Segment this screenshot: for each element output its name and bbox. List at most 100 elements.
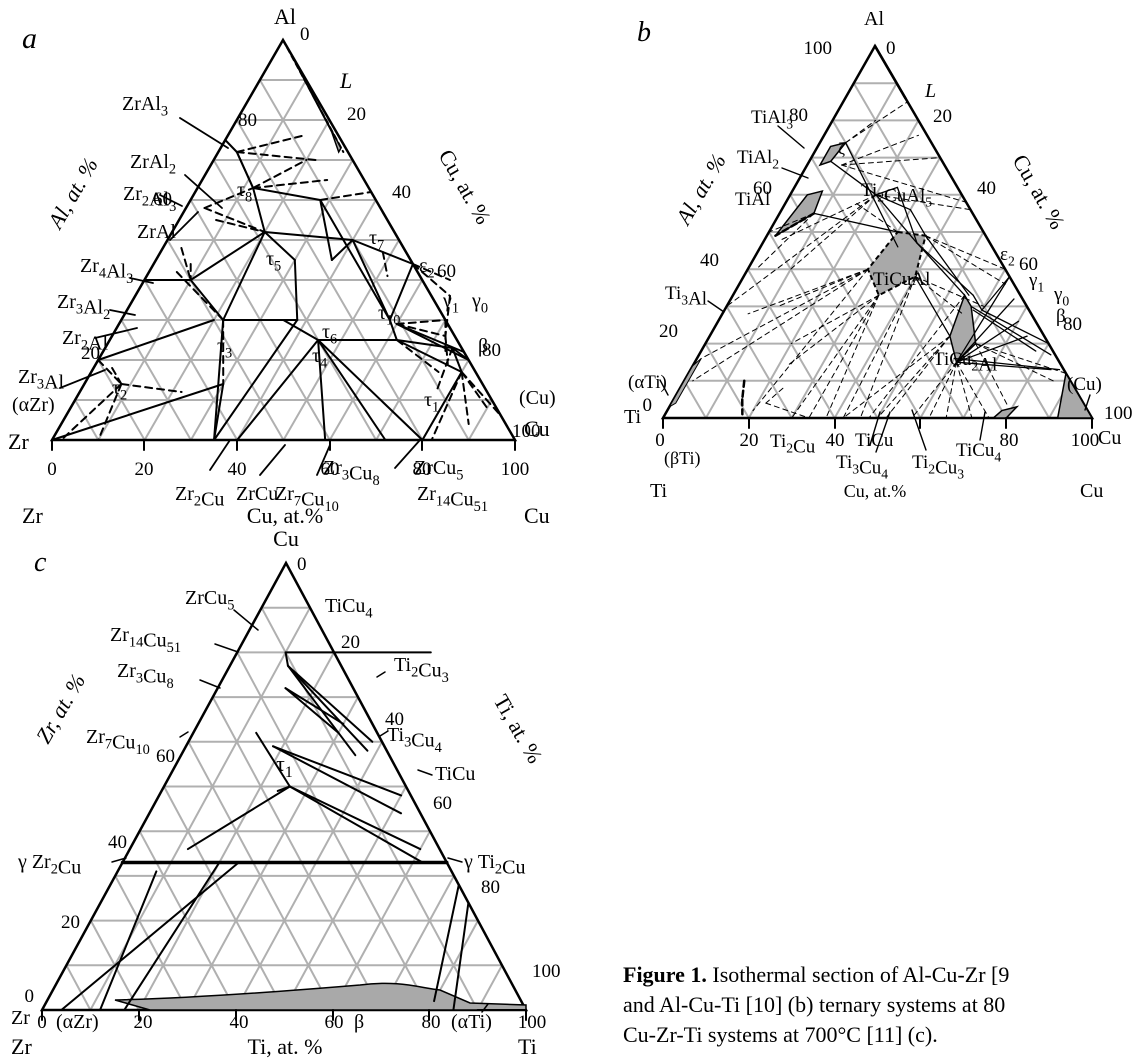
phase-label: γ Ti2Cu [463,851,525,879]
tie-line [972,294,983,311]
tie-line [430,371,463,441]
tie-line [215,219,266,233]
grid-line [212,159,378,441]
tie-line [255,731,291,788]
leader-line [184,174,223,209]
corner-left-label: Zr [11,1007,30,1029]
grid-line [876,231,985,419]
right-axis-label: Cu, at. % [1008,150,1071,233]
grid-line [97,79,308,441]
tie-line [180,247,192,281]
tie-line [284,651,289,667]
grid-line [283,785,407,1011]
tick-label: 60 [321,459,340,480]
tie-line [99,870,158,1011]
leader-line [1084,394,1091,411]
tie-line [928,361,957,419]
tie-line [120,383,183,393]
tie-line [282,319,320,341]
tie-line [765,387,784,404]
grid-line [211,696,382,1011]
phase-label: TiCu2Al [933,349,997,375]
tick-label: 0 [655,430,665,451]
tie-line [955,361,990,419]
phase-label: ε2 [419,255,435,282]
tie-line [700,268,869,359]
tie-line [235,151,317,161]
tick-label: 40 [385,709,404,730]
leader-line [376,671,386,678]
tick-label: 40 [108,832,127,853]
tie-line [435,347,454,393]
right-axis-label: Ti, at. % [489,690,548,767]
tie-line [840,157,941,166]
phase-label: ZrCu5 [185,587,234,614]
tick-label: 0 [643,395,653,416]
phase-label: τ1 [276,751,293,781]
tick-label: 0 [300,24,310,45]
leader-line [777,125,805,149]
panel-letter: b [637,17,651,48]
tie-line [451,347,463,373]
axis-end-left: Ti [650,480,668,502]
tick-label: 20 [347,104,366,125]
tie-line [875,186,899,196]
tie-line [840,164,967,203]
tie-line [955,361,1052,371]
tick-label: 0 [47,459,57,480]
tie-line [186,785,291,851]
phase-label: γ1 [1028,270,1044,294]
tie-line [252,187,322,201]
apex-label: Al [274,4,296,29]
tick-label: 80 [482,340,501,361]
phase-label: ZrAl3 [122,93,168,120]
tie-line [777,268,869,307]
tick-label: 20 [81,343,100,364]
leader-line [394,439,421,469]
tie-line [60,861,240,1011]
phase-label: Ti3Al [665,283,707,309]
phase-label: TiCu [855,430,894,451]
tie-line [914,275,951,337]
tie-line [845,119,876,144]
tick-label: 40 [228,459,247,480]
tie-line [768,212,815,233]
tie-line [319,199,333,261]
tie-line [460,371,503,417]
tick-label: 100 [501,459,530,480]
tick-label: 100 [512,421,541,442]
axis-end-left: Zr [22,503,43,528]
left-axis-label: Zr, at. % [31,669,91,747]
phase-label: TiCu4 [325,595,373,622]
tick-label: 100 [1071,430,1100,451]
phase-label: τ10 [378,302,400,329]
tie-line [175,271,225,321]
phase-label: (αTi) [451,1011,492,1033]
phase-label: Ti2Cu [770,431,816,457]
tie-line [411,263,451,297]
tie-line [885,335,951,419]
tick-label: 60 [437,261,456,282]
panel-c: c Cu Zr Zr Ti Ti, at. % Zr, at. % Ti, at. % 0 20 4… [11,526,561,1059]
tie-line [433,883,460,1003]
tie-line [224,139,238,153]
leader-line [214,643,239,653]
phase-label: τ1 [424,389,439,416]
tie-line [916,242,966,296]
phase-label: Zr3Al [18,366,65,394]
tie-line [726,194,877,307]
phase-label: L [924,80,936,102]
phase-label: Zr7Cu10 [275,483,339,515]
caption-line3: Cu-Zr-Ti systems at 700°C [11] (c). [623,1022,938,1047]
tick-label: 100 [804,38,833,59]
phase-label: TiAl2 [737,147,779,171]
leader-line [59,369,106,389]
tie-line [955,298,1015,363]
phase-label: Ti3Cu4 [836,452,888,482]
bottom-axis-label: Cu, at.% [247,503,323,528]
tie-line [97,359,123,385]
ticu4-region [991,405,1020,419]
figure-caption: Figure 1. Isothermal section of Al-Cu-Zr… [623,960,1136,1050]
